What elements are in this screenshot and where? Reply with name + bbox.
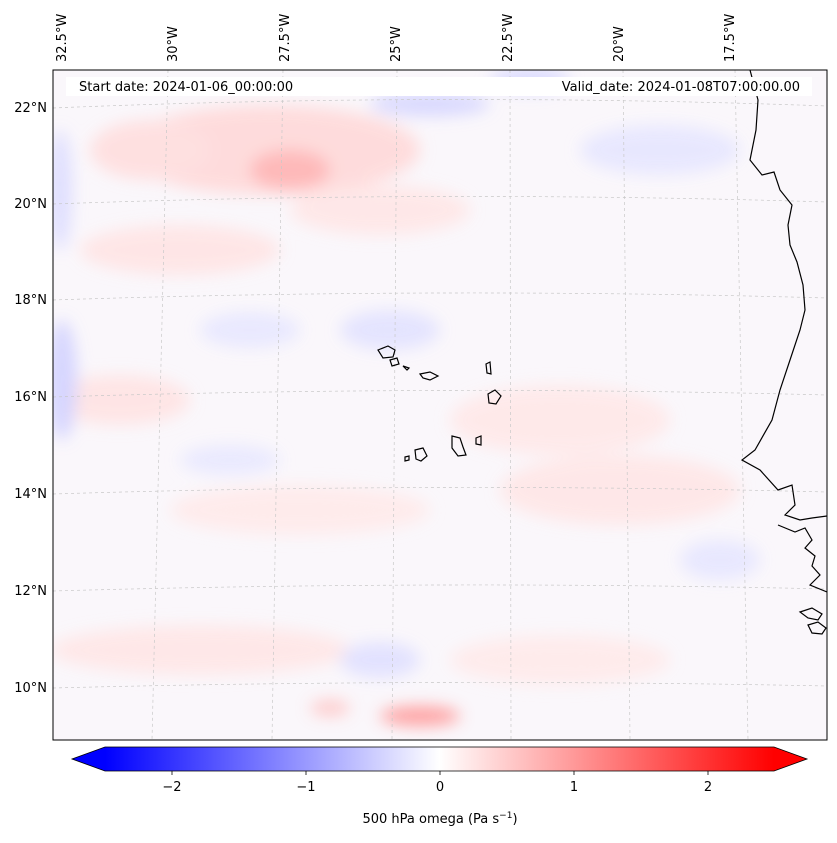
lat-label: 20°N — [14, 197, 47, 212]
lat-label: 14°N — [14, 487, 47, 502]
omega-field — [53, 70, 827, 740]
lat-label: 10°N — [14, 681, 47, 696]
lat-label: 22°N — [14, 101, 47, 116]
date-banner — [66, 77, 812, 96]
lat-label: 16°N — [14, 390, 47, 405]
lon-label: 32.5°W — [55, 14, 70, 62]
island-brava — [404, 455, 410, 462]
colorbar-tick: 0 — [436, 780, 444, 795]
map-frame — [52, 69, 828, 741]
lon-label: 20°W — [612, 26, 627, 62]
island-boa-vista — [487, 389, 502, 405]
colorbar: −2 −1 0 1 2 500 hPa omega (Pa s−1) — [70, 746, 809, 827]
lon-label: 30°W — [166, 26, 181, 62]
island-fogo — [414, 447, 428, 462]
island-santiago — [451, 435, 467, 457]
lon-label: 17.5°W — [723, 14, 738, 62]
valid-date-label: Valid_date: 2024-01-08T07:00:00.00 — [562, 80, 800, 95]
lat-label: 12°N — [14, 584, 47, 599]
colorbar-extend-min — [72, 747, 105, 771]
latitude-labels: 22°N 20°N 18°N 16°N 14°N 12°N 10°N — [14, 101, 47, 696]
island-sal — [485, 361, 492, 375]
coastlines — [377, 70, 827, 635]
colorbar-extend-max — [774, 747, 807, 771]
island-sao-nicolau — [418, 371, 440, 381]
lon-label: 27.5°W — [278, 14, 293, 62]
lat-label: 18°N — [14, 293, 47, 308]
lon-label: 25°W — [389, 26, 404, 62]
colorbar-tick: 2 — [704, 780, 712, 795]
colorbar-tick: 1 — [570, 780, 578, 795]
colorbar-tick: −1 — [296, 780, 315, 795]
island-santo-antao — [377, 345, 396, 359]
start-date-label: Start date: 2024-01-06_00:00:00 — [79, 80, 293, 95]
gridlines — [53, 70, 827, 740]
island-maio — [475, 435, 482, 446]
colorbar-tick: −2 — [162, 780, 181, 795]
colorbar-label: 500 hPa omega (Pa s−1) — [362, 811, 517, 827]
longitude-labels: 32.5°W 30°W 27.5°W 25°W 22.5°W 20°W 17.5… — [55, 14, 738, 62]
lon-label: 22.5°W — [501, 14, 516, 62]
island-sao-vicente — [389, 357, 400, 367]
